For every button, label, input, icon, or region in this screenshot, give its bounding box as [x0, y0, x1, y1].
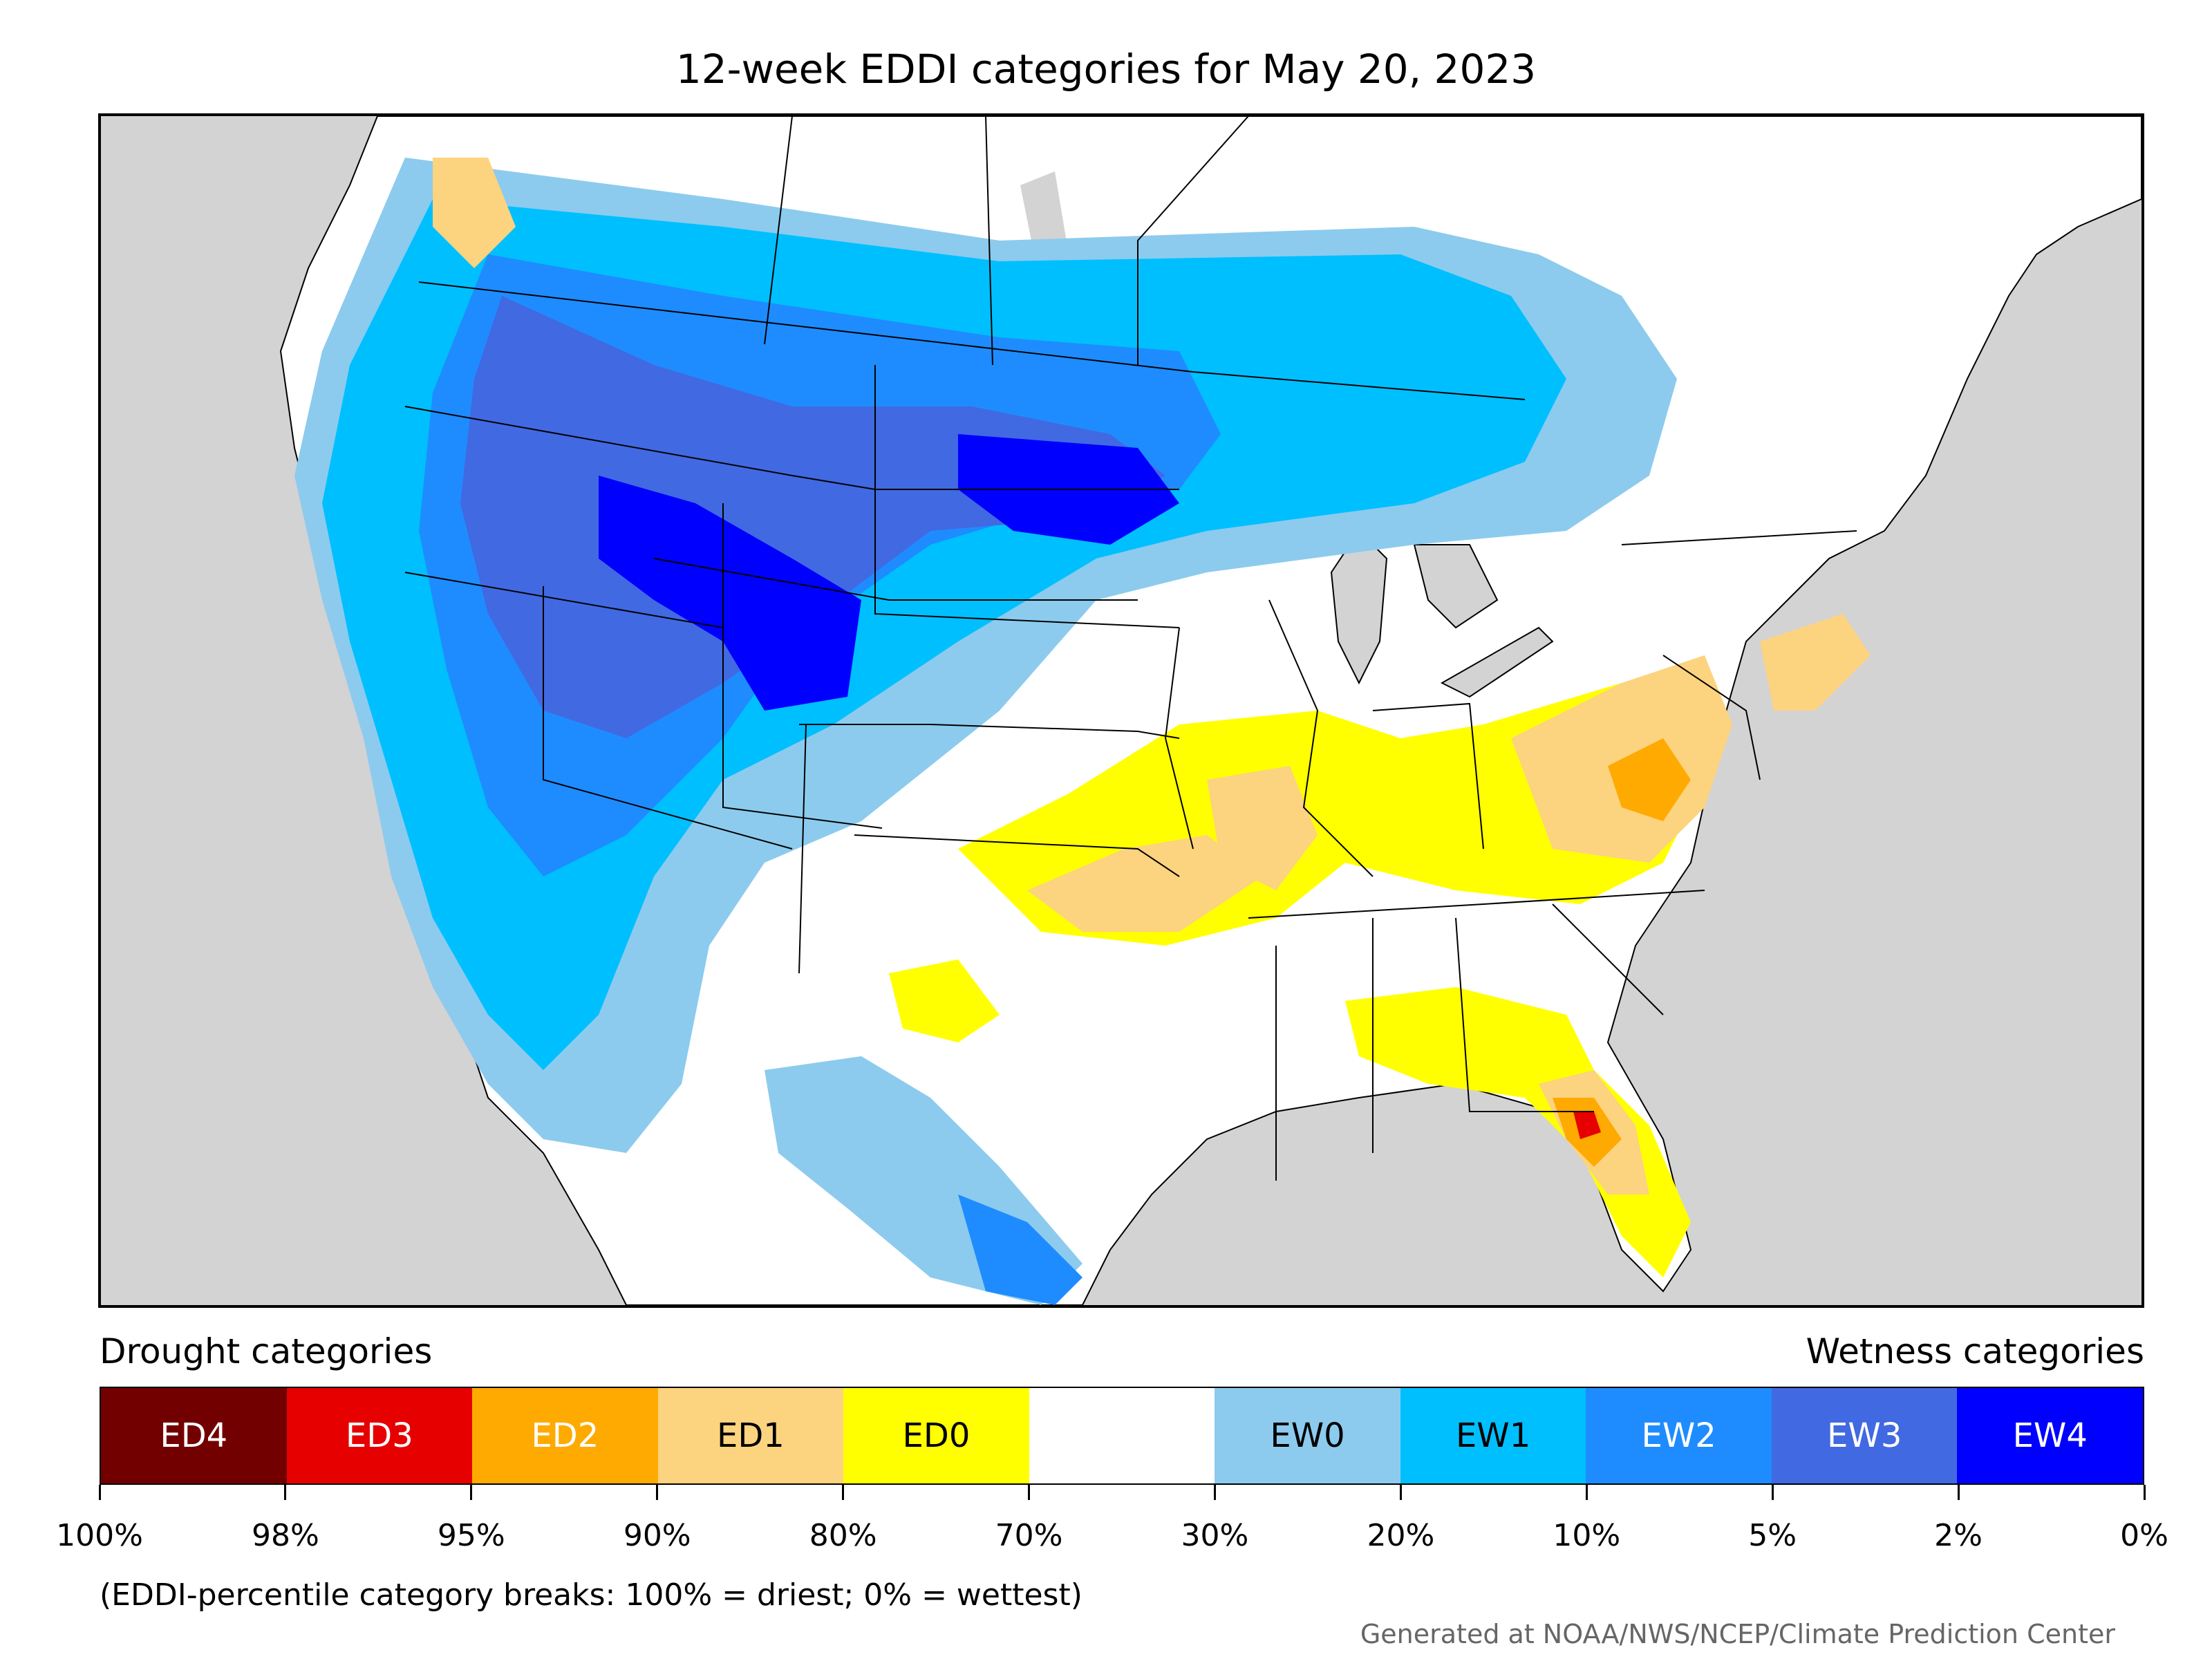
region-ed0-southeast	[1345, 987, 1691, 1277]
legend-tick	[2143, 1485, 2146, 1500]
region-ew2-texas-coast	[958, 1194, 1082, 1305]
map-canvas	[279, 116, 2141, 1305]
legend-category-ew1: EW1	[1400, 1388, 1586, 1483]
legend-tick-label: 2%	[1934, 1518, 1983, 1553]
legend-category-ed2: ED2	[472, 1388, 658, 1483]
legend-note: (EDDI-percentile category breaks: 100% =…	[100, 1577, 1082, 1613]
region-ew4	[599, 476, 861, 711]
legend-tick	[1399, 1485, 1402, 1500]
legend-tick-label: 90%	[623, 1518, 691, 1553]
legend-tick	[284, 1485, 287, 1500]
legend-category-ed4: ED4	[101, 1388, 287, 1483]
legend-tick	[1028, 1485, 1031, 1500]
legend-colorbar: ED4 ED3 ED2 ED1 ED0 EW0 EW1 EW2 EW3 EW4	[100, 1387, 2144, 1485]
political-boundaries	[404, 116, 1857, 1181]
legend-tick	[1213, 1485, 1216, 1500]
legend-tick-label: 30%	[1181, 1518, 1249, 1553]
legend-tick-label: 100%	[56, 1518, 143, 1553]
legend-tick-label: 80%	[809, 1518, 877, 1553]
legend-tick	[1771, 1485, 1774, 1500]
legend-category-ew2: EW2	[1586, 1388, 1772, 1483]
legend-tick	[470, 1485, 473, 1500]
eddi-map	[98, 113, 2144, 1308]
region-ed1-northeast	[1760, 614, 1871, 711]
legend-tick-labels: 100% 98% 95% 90% 80% 70% 30% 20% 10% 5% 2% 0%	[56, 1518, 2168, 1559]
drought-regions	[433, 158, 1871, 1277]
lake-erie	[1440, 626, 1554, 698]
legend-ticks	[98, 1485, 2146, 1500]
credit: Generated at NOAA/NWS/NCEP/Climate Predi…	[1360, 1619, 2115, 1649]
wetness-regions	[294, 158, 1677, 1305]
region-ew3	[460, 296, 1165, 738]
legend-category-ew3: EW3	[1771, 1388, 1958, 1483]
region-ed1-missouri	[1207, 766, 1318, 890]
region-ed1-central	[1027, 835, 1262, 932]
legend-tick-label: 0%	[2120, 1518, 2168, 1553]
wetness-header: Wetness categories	[1806, 1331, 2144, 1371]
legend-category-ew4: EW4	[1957, 1388, 2144, 1483]
legend-tick-label: 10%	[1553, 1518, 1621, 1553]
legend-tick-label: 95%	[437, 1518, 505, 1553]
map-title: 12-week EDDI categories for May 20, 2023	[675, 46, 1537, 93]
legend-tick	[98, 1485, 101, 1500]
legend-category-ed3: ED3	[286, 1388, 473, 1483]
legend-tick	[1585, 1485, 1588, 1500]
region-ed0-northwest	[433, 158, 516, 268]
region-ed0-westtexas	[889, 959, 1000, 1042]
legend-tick-label: 98%	[252, 1518, 319, 1553]
region-ed3-florida	[1573, 1112, 1601, 1139]
legend-tick	[842, 1485, 845, 1500]
legend-category-normal	[1029, 1388, 1215, 1483]
drought-header: Drought categories	[100, 1331, 433, 1371]
legend-tick	[656, 1485, 659, 1500]
legend-category-ed1: ED1	[657, 1388, 844, 1483]
legend-category-ew0: EW0	[1215, 1388, 1400, 1483]
legend-category-ed0: ED0	[843, 1388, 1029, 1483]
region-ed2-virginia	[1608, 738, 1691, 821]
legend-tick	[1957, 1485, 1960, 1500]
legend-tick-label: 20%	[1367, 1518, 1435, 1553]
legend-tick-label: 70%	[995, 1518, 1063, 1553]
lake-huron	[1413, 544, 1499, 629]
legend-tick-label: 5%	[1748, 1518, 1797, 1553]
